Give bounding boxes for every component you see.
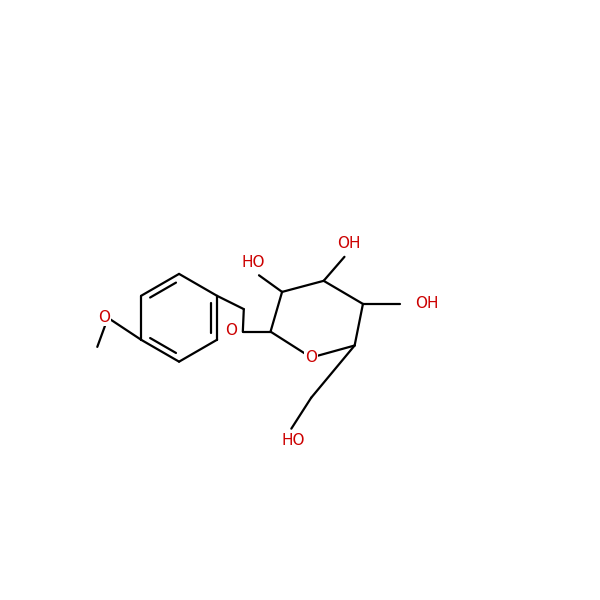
Text: HO: HO bbox=[282, 433, 305, 448]
Text: O: O bbox=[98, 310, 110, 325]
Text: HO: HO bbox=[242, 255, 265, 270]
Text: OH: OH bbox=[415, 295, 438, 311]
Text: OH: OH bbox=[337, 236, 361, 251]
Text: O: O bbox=[305, 350, 317, 365]
Text: O: O bbox=[225, 323, 237, 338]
